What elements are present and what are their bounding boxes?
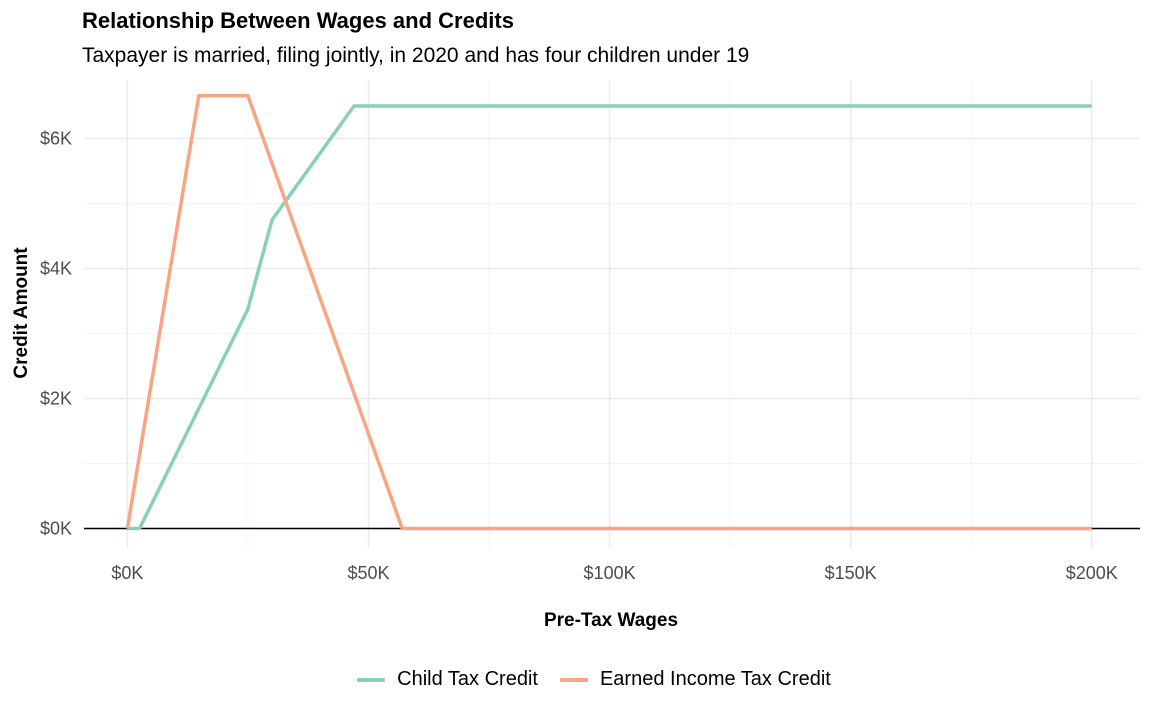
series-line-earned-income-tax-credit [125, 93, 1092, 531]
x-axis-title: Pre-Tax Wages [544, 610, 678, 631]
x-tick-label: $0K [111, 563, 143, 583]
y-tick-label: $2K [40, 389, 72, 409]
x-tick-label: $50K [347, 563, 389, 583]
x-tick-label: $150K [825, 563, 877, 583]
grid-lines [84, 80, 1140, 548]
y-tick-label: $4K [40, 259, 72, 279]
legend: Child Tax Credit Earned Income Tax Credi… [0, 668, 1152, 691]
x-tick-label: $200K [1066, 563, 1118, 583]
legend-item-earned-income-tax-credit: Earned Income Tax Credit [559, 668, 831, 691]
series-line-child-tax-credit [127, 104, 1092, 531]
tick-labels: $0K $50K $100K $150K $200K $0K $2K $4K $6K [40, 129, 1118, 584]
chart-title: Relationship Between Wages and Credits [82, 8, 514, 33]
legend-swatch-earned-income-tax-credit [559, 677, 588, 682]
y-tick-label: $6K [40, 129, 72, 149]
y-axis-title: Credit Amount [11, 247, 32, 379]
series-lines [125, 93, 1092, 531]
legend-item-child-tax-credit: Child Tax Credit [357, 668, 538, 691]
legend-label-earned-income-tax-credit: Earned Income Tax Credit [599, 668, 831, 690]
x-tick-label: $100K [584, 563, 636, 583]
y-tick-label: $0K [40, 519, 72, 539]
legend-swatch-child-tax-credit [357, 677, 386, 682]
legend-label-child-tax-credit: Child Tax Credit [397, 668, 538, 690]
chart-subtitle: Taxpayer is married, filing jointly, in … [82, 44, 750, 67]
